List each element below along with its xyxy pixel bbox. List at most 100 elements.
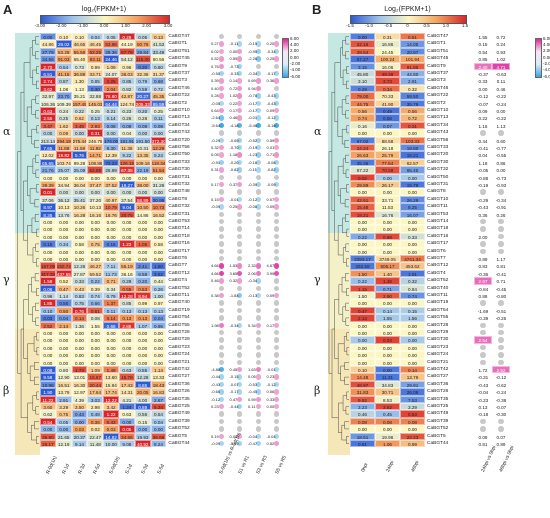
ratio-value: 0.71 — [266, 152, 275, 158]
ratio-cell: 2.00 — [474, 232, 492, 241]
ratio-dot — [255, 256, 261, 262]
heatmap-cell: 39.39 — [40, 181, 56, 189]
ratio-dot — [218, 63, 224, 69]
heatmap-cell: 0.00 — [400, 351, 425, 359]
ratio-value: 0.05 — [211, 152, 219, 158]
ratio-value: 0.52 — [266, 441, 275, 446]
heatmap-cell: 0.00 — [400, 425, 425, 433]
ratio-dot — [237, 233, 243, 240]
heatmap-cell: 51.54 — [150, 166, 167, 174]
heatmap-cell: 453.62 — [400, 262, 425, 270]
heatmap-cell: 0.00 — [150, 336, 167, 344]
ratio-null — [498, 359, 504, 365]
gene-label: CaBGT10 — [168, 108, 190, 113]
dendrogram-branch — [36, 66, 39, 74]
ratio-dot — [274, 352, 280, 358]
ratio-dot — [255, 344, 261, 351]
heatmap-cell: 0.00 — [40, 425, 56, 433]
dendrogram-branch — [333, 180, 339, 241]
heatmap-cell: 28.84 — [134, 47, 151, 56]
heatmap-cell: 3.15 — [350, 62, 375, 70]
heatmap-cell: 0.33 — [71, 277, 88, 285]
ratio-dot — [237, 337, 243, 343]
heatmap-cell: 37.54 — [119, 195, 135, 204]
heatmap-cell: 0.00 — [350, 247, 375, 255]
ratio-value: 0.40 — [211, 85, 219, 91]
heatmap-cell: 42.51 — [350, 195, 375, 204]
heatmap-cell: 0.01 — [40, 188, 56, 196]
heatmap-cell: 0.00 — [150, 425, 167, 433]
heatmap-cell: 0.05 — [103, 33, 119, 41]
heatmap-cell: 10.79 — [103, 203, 119, 211]
dendrogram-branch — [35, 51, 39, 60]
ratio-value: -0.13 — [248, 293, 258, 298]
heatmap-cell: 2.04 — [103, 84, 119, 93]
ratio-cell: -0.80 — [492, 292, 510, 300]
heatmap-cell: 0.00 — [71, 343, 88, 352]
ratio-dot — [218, 411, 224, 417]
ratio-value: 0.36 — [266, 78, 275, 84]
ratio-null — [498, 130, 504, 136]
heatmap-cell: 118.34 — [150, 158, 167, 167]
ratio-dot — [274, 426, 280, 432]
heatmap-cell: 12.19 — [55, 440, 72, 448]
heatmap-cell: 0.00 — [103, 336, 119, 344]
heatmap-cell: 1.15 — [350, 284, 375, 292]
heatmap-cell: 275.44 — [71, 136, 88, 144]
dendrogram-branch — [346, 228, 349, 237]
dendrogram-branch — [337, 343, 345, 374]
heatmap-cell: 0.74 — [400, 292, 425, 300]
heatmap-cell: 292.59 — [350, 262, 375, 270]
heatmap-cell: 16.76 — [375, 210, 400, 218]
dot-legend-tick: 6.00 — [290, 35, 299, 41]
heatmap-cell: 8.94 — [134, 292, 151, 300]
heatmap-cell: 0.09 — [119, 121, 135, 130]
heatmap-cell: 36.16 — [119, 269, 135, 278]
ratio-dot — [237, 100, 243, 106]
gene-label: CaBGT40 — [427, 285, 449, 291]
ratio-cell: 0.89 — [492, 440, 510, 448]
gene-label: CaBGT24 — [168, 352, 190, 358]
ratio-dot — [237, 359, 243, 365]
heatmap-cell: 0.14 — [103, 114, 119, 122]
dendrogram-branch — [31, 424, 37, 441]
ratio-value: -0.34 — [266, 48, 276, 54]
heatmap-cell: 36.03 — [119, 70, 135, 78]
gene-label: CaBGT27 — [427, 374, 449, 380]
heatmap-cell: 0.00 — [40, 33, 56, 41]
dendrogram-branch — [34, 421, 39, 430]
heatmap-cell: 0.99 — [134, 299, 151, 307]
ratio-value: -1.84 — [229, 293, 239, 298]
ratio-dot — [237, 293, 243, 299]
ratio-null — [498, 426, 504, 432]
dendrogram — [328, 36, 349, 444]
heatmap-cell: 0.00 — [134, 255, 151, 263]
colorbar — [350, 15, 467, 24]
dendrogram-branch — [346, 125, 349, 134]
heatmap-cell: 10.13 — [87, 203, 104, 211]
column-label: R-0d(1h) — [45, 456, 59, 476]
ratio-cell: 0.08 — [474, 432, 492, 440]
ratio-value: -0.70 — [229, 145, 239, 150]
ratio-null — [498, 189, 504, 195]
heatmap-cell: 0.00 — [71, 417, 88, 426]
heatmap-cell: 0.36 — [87, 417, 104, 426]
ratio-null — [480, 219, 486, 225]
colorbar-tick: -1.5 — [346, 23, 354, 28]
ratio-dot — [274, 152, 280, 158]
ratio-dot — [255, 433, 261, 439]
ratio-dot — [218, 48, 224, 55]
heatmap-cell: 0.08 — [375, 417, 400, 426]
ratio-value: 4.66 — [211, 263, 219, 269]
heatmap-cell: 40.92 — [134, 440, 151, 448]
ratio-value: 3.99 — [266, 270, 275, 276]
heatmap-cell: 0.00 — [71, 351, 88, 359]
gene-label: CaBGT45 — [427, 56, 449, 62]
heatmap-cell: 0.72 — [150, 84, 167, 93]
heatmap-cell: 0.05 — [55, 417, 72, 426]
heatmap-cell: 0.00 — [400, 225, 425, 233]
heatmap-cell: 0.84 — [400, 284, 425, 292]
heatmap-cell: 150.74 — [55, 262, 72, 270]
ratio-value: 0.31 — [211, 167, 219, 173]
ratio-cell: 1.55 — [474, 33, 492, 41]
